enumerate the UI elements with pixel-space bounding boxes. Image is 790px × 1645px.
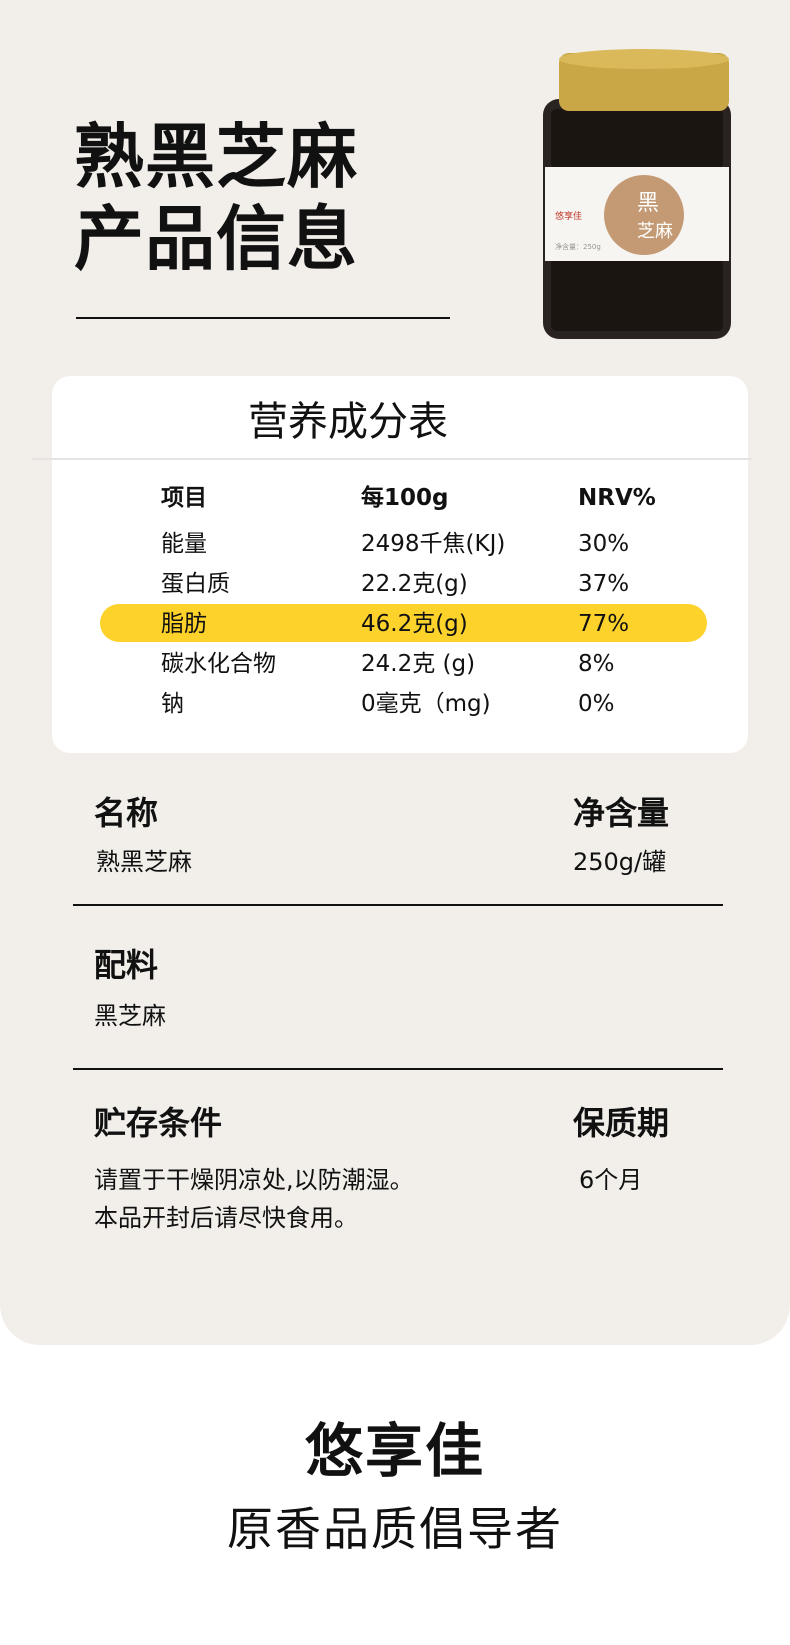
name-value: 熟黑芝麻 <box>96 848 192 876</box>
col-header-nrv: NRV% <box>578 485 656 511</box>
jar-label-brand: 悠享佳 <box>555 210 582 222</box>
nutrient-nrv: 77% <box>578 611 630 637</box>
nutrition-divider <box>32 458 752 460</box>
nutrition-card <box>52 376 748 753</box>
section-divider <box>73 1068 723 1070</box>
svg-text:芝麻: 芝麻 <box>637 221 673 242</box>
nutrient-amount: 22.2克(g) <box>361 571 468 597</box>
col-header-item: 项目 <box>161 485 207 511</box>
ingredients-value: 黑芝麻 <box>94 1002 166 1030</box>
net-content-label: 净含量 <box>573 794 670 832</box>
product-jar-image: 黑 芝麻 悠享佳 净含量：250g <box>543 49 731 339</box>
nutrient-name: 脂肪 <box>161 611 207 637</box>
ingredients-label: 配料 <box>94 946 159 984</box>
shelf-life-label: 保质期 <box>573 1104 670 1142</box>
nutrient-nrv: 0% <box>578 691 615 717</box>
nutrient-nrv: 8% <box>578 651 615 677</box>
nutrient-nrv: 30% <box>578 531 630 557</box>
nutrient-amount: 46.2克(g) <box>361 611 468 637</box>
page-title-line2: 产品信息 <box>74 198 358 280</box>
nutrient-nrv: 37% <box>578 571 630 597</box>
nutrient-name: 蛋白质 <box>161 571 230 597</box>
storage-label: 贮存条件 <box>94 1104 223 1142</box>
jar-label-net-content: 净含量：250g <box>555 242 601 251</box>
jar-label-name: 黑 <box>637 191 659 216</box>
shelf-life-value: 6个月 <box>579 1166 643 1194</box>
footer-brand: 悠享佳 <box>304 1417 485 1485</box>
nutrient-amount: 2498千焦(KJ) <box>361 531 506 557</box>
section-divider <box>73 904 723 906</box>
nutrient-name: 钠 <box>161 691 184 717</box>
footer-slogan: 原香品质倡导者 <box>227 1502 563 1556</box>
nutrient-name: 碳水化合物 <box>161 651 276 677</box>
title-divider <box>76 317 450 319</box>
name-label: 名称 <box>94 794 159 832</box>
net-content-value: 250g/罐 <box>573 848 667 876</box>
col-header-per100g: 每100g <box>361 485 449 511</box>
storage-line1: 请置于干燥阴凉处,以防潮湿。 <box>94 1166 414 1194</box>
nutrient-amount: 0毫克（mg) <box>361 691 491 717</box>
page-title-line1: 熟黑芝麻 <box>74 116 358 198</box>
nutrient-amount: 24.2克 (g) <box>361 651 476 677</box>
nutrient-name: 能量 <box>161 531 207 557</box>
storage-line2: 本品开封后请尽快食用。 <box>94 1204 358 1232</box>
highlight-row-fat <box>100 604 707 642</box>
nutrition-title: 营养成分表 <box>248 399 448 445</box>
